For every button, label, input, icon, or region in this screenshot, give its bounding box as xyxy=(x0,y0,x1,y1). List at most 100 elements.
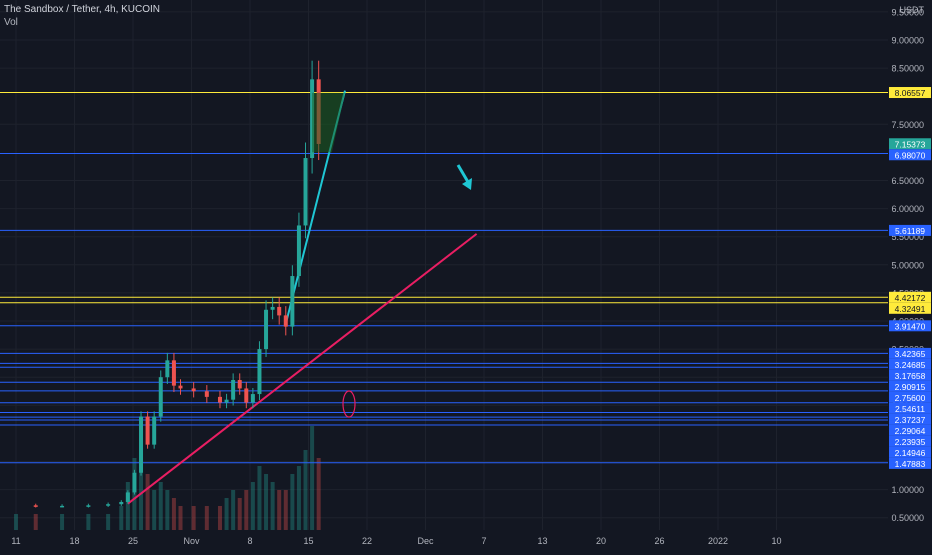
candle-body xyxy=(125,492,130,502)
support-ellipse xyxy=(342,390,356,418)
price-tag-text-3.42365: 3.42365 xyxy=(895,349,926,359)
down-arrow-head xyxy=(462,178,472,190)
price-tick-label: 6.50000 xyxy=(891,176,924,186)
grid xyxy=(0,0,888,530)
candle-body xyxy=(264,309,269,350)
candle-body xyxy=(270,306,275,310)
price-tag-2.29064 xyxy=(889,424,931,436)
volume-bar xyxy=(158,482,163,530)
price-tag-text-4.42172: 4.42172 xyxy=(895,293,926,303)
time-tick-label: Nov xyxy=(183,536,200,546)
candle-body xyxy=(296,225,301,277)
annotations[interactable] xyxy=(312,92,472,418)
volume-bar xyxy=(86,514,91,530)
time-tick-label: 2022 xyxy=(708,536,728,546)
volume-bar xyxy=(119,506,124,530)
candle-body xyxy=(106,504,111,506)
price-tag-4.42172 xyxy=(889,291,931,303)
price-tag-8.06557 xyxy=(889,87,931,99)
volume-bar xyxy=(277,490,282,530)
candle-body xyxy=(119,501,124,505)
time-axis[interactable]: 11 18 25 Nov 8 15 22 Dec 7 13 20 26 2022 10 xyxy=(11,536,781,546)
candle-body xyxy=(145,416,150,445)
volume-bar xyxy=(303,450,308,530)
volume-bar xyxy=(60,514,65,530)
time-tick-label: 8 xyxy=(247,536,252,546)
volume-bar xyxy=(33,514,38,530)
time-tick-label: 13 xyxy=(537,536,547,546)
candle-body xyxy=(257,349,262,395)
volume-bar xyxy=(250,482,255,530)
price-tag-text-3.24685: 3.24685 xyxy=(895,360,926,370)
price-tag-text-2.90915: 2.90915 xyxy=(895,382,926,392)
candle-body xyxy=(277,306,282,316)
symbol-title[interactable]: The Sandbox / Tether, 4h, KUCOIN xyxy=(4,4,161,15)
price-tick-label: 5.00000 xyxy=(891,260,924,270)
volume-bar xyxy=(244,490,249,530)
volume-indicator-label[interactable]: Vol xyxy=(4,17,18,28)
candle-body xyxy=(283,315,288,327)
candle-body xyxy=(244,388,249,403)
price-tag-text-2.75600: 2.75600 xyxy=(895,393,926,403)
candle-body xyxy=(204,391,209,397)
time-tick-label: 10 xyxy=(771,536,781,546)
candle-body xyxy=(231,380,236,400)
price-tag-7.15373 xyxy=(889,138,931,150)
candle-body xyxy=(33,505,38,507)
time-tick-label: 20 xyxy=(596,536,606,546)
time-tick-label: 7 xyxy=(481,536,486,546)
time-tick-label: 11 xyxy=(11,536,20,546)
price-tick-label: 9.50000 xyxy=(891,7,924,17)
price-tick-label: 5.50000 xyxy=(891,232,924,242)
time-tick-label: 25 xyxy=(128,536,138,546)
time-tick-label: 18 xyxy=(69,536,79,546)
price-tag-text-2.37237: 2.37237 xyxy=(895,415,926,425)
volume-bar xyxy=(171,498,176,530)
price-tag-2.90915 xyxy=(889,380,931,392)
candle-body xyxy=(165,360,170,378)
price-tag-3.42365 xyxy=(889,347,931,359)
candle-body xyxy=(250,394,255,403)
time-tick-label: 22 xyxy=(362,536,372,546)
candle-body xyxy=(171,360,176,386)
volume-bar xyxy=(224,498,229,530)
price-tick-label: 9.00000 xyxy=(891,36,924,46)
price-tag-2.23935 xyxy=(889,435,931,447)
candle-body xyxy=(290,276,295,327)
price-tag-text-7.15373: 7.15373 xyxy=(895,139,926,149)
volume-bars xyxy=(14,426,321,530)
price-tag-text-2.14946: 2.14946 xyxy=(895,448,926,458)
volume-bar xyxy=(204,506,209,530)
price-tag-6.98070 xyxy=(889,149,931,161)
candle-body xyxy=(158,377,163,417)
time-tick-label: 26 xyxy=(654,536,664,546)
price-tag-text-4.32491: 4.32491 xyxy=(895,304,926,314)
chart-legend: The Sandbox / Tether, 4h, KUCOIN Vol xyxy=(4,3,160,29)
volume-bar xyxy=(264,474,269,530)
price-tag-text-2.29064: 2.29064 xyxy=(895,426,926,436)
trendline-pink-support xyxy=(127,233,478,505)
volume-bar xyxy=(231,490,236,530)
candle-body xyxy=(178,385,183,389)
candle-body xyxy=(139,416,144,473)
price-tag-5.61189 xyxy=(889,224,931,236)
price-tag-text-6.98070: 6.98070 xyxy=(895,150,926,160)
volume-bar xyxy=(290,474,295,530)
price-tag-2.14946 xyxy=(889,446,931,458)
volume-bar xyxy=(14,514,18,530)
candle-body xyxy=(191,388,196,392)
price-tag-3.91470 xyxy=(889,320,931,332)
volume-bar xyxy=(316,458,321,530)
price-tag-text-5.61189: 5.61189 xyxy=(895,226,925,236)
volume-bar xyxy=(139,450,144,530)
volume-bar xyxy=(125,482,130,530)
price-tag-3.24685 xyxy=(889,358,931,370)
time-tick-label: Dec xyxy=(417,536,434,546)
volume-bar xyxy=(283,490,288,530)
volume-bar xyxy=(152,490,157,530)
volume-bar xyxy=(145,474,150,530)
price-tag-2.54611 xyxy=(889,402,931,414)
